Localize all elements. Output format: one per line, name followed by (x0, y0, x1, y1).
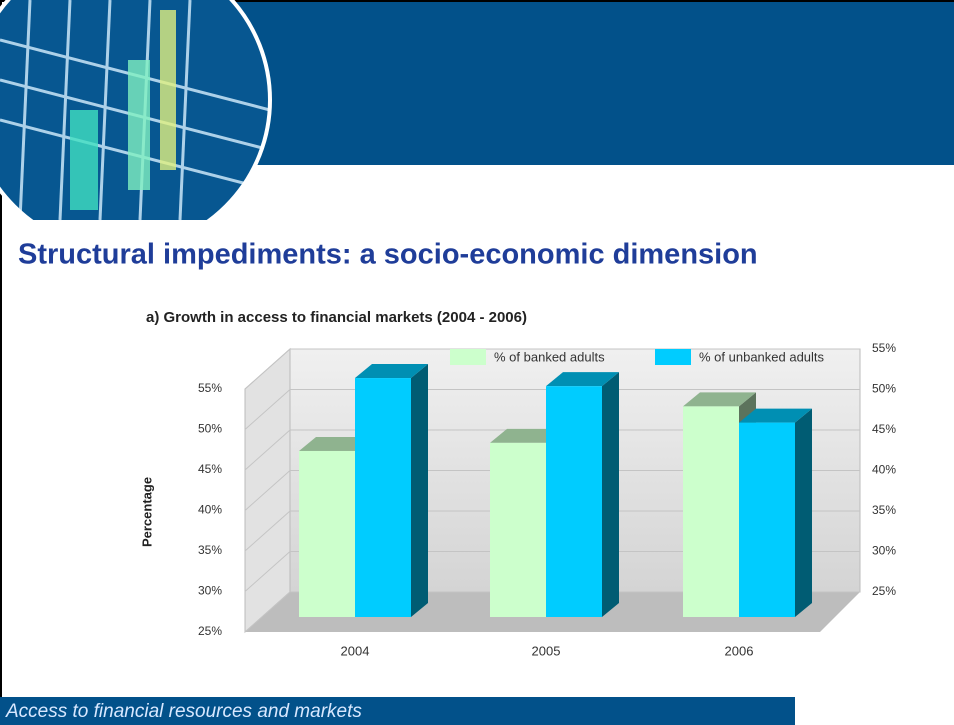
x-tick-label: 2006 (725, 643, 754, 658)
bar-top (299, 436, 372, 451)
bar-side (411, 364, 428, 617)
side-grid-line (244, 429, 291, 471)
logo (0, 0, 270, 221)
chart-title: a) Growth in access to financial markets… (146, 309, 527, 326)
legend-swatch (450, 349, 486, 365)
x-tick-label: 2005 (532, 643, 561, 658)
footer-band (0, 697, 795, 725)
y2-tick-label: 50% (872, 382, 896, 396)
top-border (0, 0, 954, 2)
side-grid-line (244, 348, 291, 390)
legend-label: % of unbanked adults (699, 349, 825, 364)
bar-top (490, 428, 563, 443)
bar (546, 386, 602, 617)
y-tick-label: 35% (198, 543, 222, 557)
bar (683, 406, 739, 617)
side-grid-line (244, 591, 291, 633)
y-tick-label: 55% (198, 381, 222, 395)
header-band (200, 2, 954, 165)
slide-title: Structural impediments: a socio-economic… (18, 239, 758, 271)
side-grid-line (244, 470, 291, 511)
y-tick-label: 30% (198, 584, 222, 598)
y2-tick-label: 55% (872, 341, 896, 355)
bar-side (795, 408, 812, 617)
y2-tick-label: 45% (872, 422, 896, 436)
y2-tick-label: 35% (872, 503, 896, 517)
side-grid-line (244, 389, 291, 430)
bar-top (355, 364, 428, 379)
bar-top (546, 372, 619, 387)
bar-top (739, 408, 812, 423)
y-tick-label: 50% (198, 422, 222, 436)
legend-swatch (655, 349, 691, 365)
y-axis-label: Percentage (139, 477, 154, 547)
legend-label: % of banked adults (494, 349, 605, 364)
side-grid-line (244, 551, 291, 592)
logo-ring (0, 0, 272, 252)
y-tick-label: 40% (198, 503, 222, 517)
y2-tick-label: 30% (872, 544, 896, 558)
bar-side (602, 372, 619, 617)
left-border (0, 0, 2, 725)
y-tick-label: 45% (198, 462, 222, 476)
bar (490, 442, 546, 617)
bar (739, 422, 795, 617)
x-tick-label: 2004 (341, 643, 370, 658)
y2-tick-label: 40% (872, 463, 896, 477)
bar (355, 378, 411, 617)
side-grid-line (244, 510, 291, 552)
y-tick-label: 25% (198, 624, 222, 638)
footer-text: Access to financial resources and market… (5, 701, 362, 722)
y2-tick-label: 25% (872, 584, 896, 598)
bar (299, 450, 355, 617)
bar-top (683, 392, 756, 407)
